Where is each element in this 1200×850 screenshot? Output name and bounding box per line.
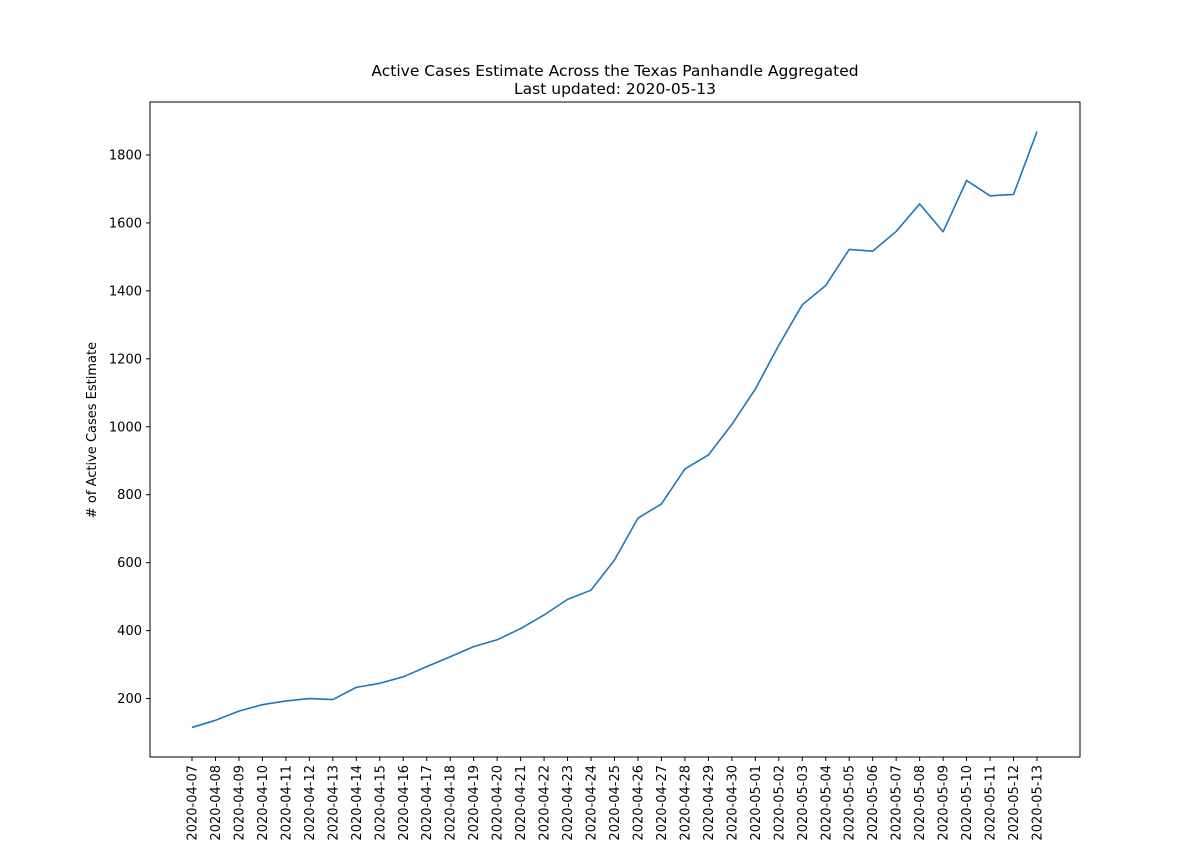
x-tick-label: 2020-04-11 [279,765,294,841]
y-axis-label: # of Active Cases Estimate [85,342,100,518]
y-tick-label: 1400 [109,284,142,299]
x-tick-label: 2020-04-13 [326,765,341,841]
x-tick-label: 2020-04-16 [397,765,412,841]
plot-frame [149,101,1081,758]
x-tick-label: 2020-05-01 [749,765,764,841]
x-tick-label: 2020-05-04 [819,765,834,841]
x-tick-label: 2020-04-15 [373,765,388,841]
x-tick-label: 2020-04-14 [350,765,365,841]
x-tick-label: 2020-04-28 [678,765,693,841]
x-tick-label: 2020-04-23 [561,765,576,841]
y-tick-label: 1200 [109,352,142,367]
x-tick-label: 2020-04-12 [303,765,318,841]
x-tick-label: 2020-04-17 [420,765,435,841]
x-tick-label: 2020-04-19 [467,765,482,841]
x-tick-label: 2020-04-08 [209,765,224,841]
y-tick-label: 800 [117,488,142,503]
y-tick-label: 400 [117,624,142,639]
x-tick-label: 2020-04-30 [725,765,740,841]
x-tick-label: 2020-04-24 [585,765,600,841]
x-tick-label: 2020-05-03 [796,765,811,841]
x-tick-label: 2020-05-06 [866,765,881,841]
x-tick-label: 2020-05-13 [1031,765,1046,841]
x-tick-label: 2020-05-08 [913,765,928,841]
y-tick-label: 1600 [109,216,142,231]
y-tick-label: 200 [117,692,142,707]
x-tick-label: 2020-05-02 [772,765,787,841]
x-tick-label: 2020-04-07 [186,765,201,841]
x-tick-label: 2020-04-27 [655,765,670,841]
x-tick-label: 2020-05-11 [984,765,999,841]
x-tick-label: 2020-04-10 [256,765,271,841]
x-tick-label: 2020-05-12 [1007,765,1022,841]
x-tick-label: 2020-04-09 [232,765,247,841]
x-tick-label: 2020-04-20 [491,765,506,841]
y-tick-label: 1800 [109,148,142,163]
y-tick-label: 1000 [109,420,142,435]
x-tick-label: 2020-05-10 [960,765,975,841]
x-tick-label: 2020-05-09 [937,765,952,841]
plot-area: 200 400 600 800 1000 1200 1400 1600 1800 2020-04-… [109,101,1081,841]
x-tick-label: 2020-05-05 [843,765,858,841]
x-tick-label: 2020-04-29 [702,765,717,841]
chart-title: Active Cases Estimate Across the Texas P… [371,62,858,80]
x-tick-label: 2020-04-21 [514,765,529,841]
series-line [191,131,1038,729]
y-tick-label: 600 [117,556,142,571]
chart-subtitle: Last updated: 2020-05-13 [514,80,716,98]
x-tick-label: 2020-05-07 [890,765,905,841]
x-tick-label: 2020-04-18 [444,765,459,841]
x-tick-label: 2020-04-26 [631,765,646,841]
x-tick-label: 2020-04-22 [538,765,553,841]
x-tick-label: 2020-04-25 [608,765,623,841]
